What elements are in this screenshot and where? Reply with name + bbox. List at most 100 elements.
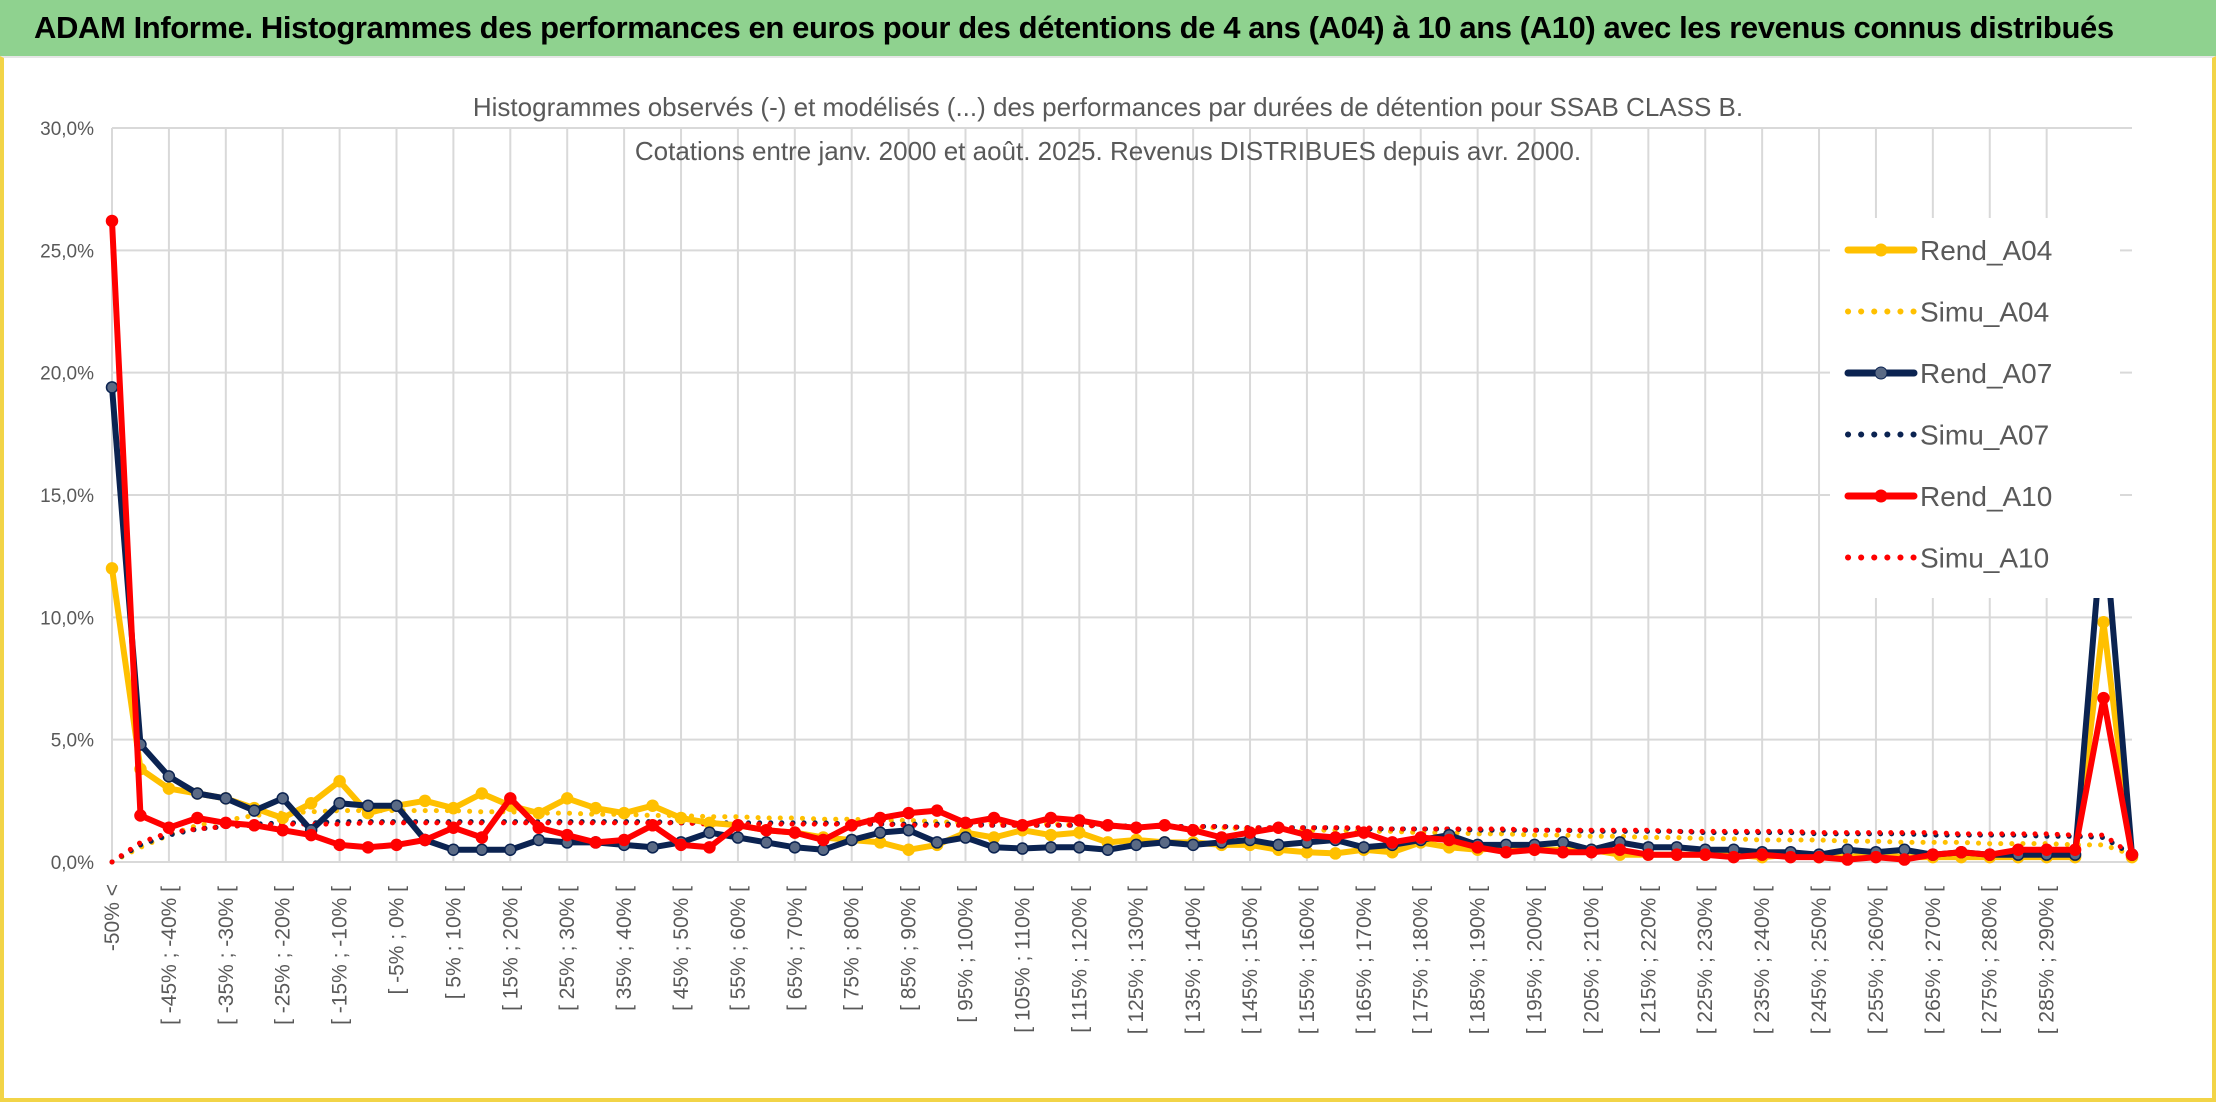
data-point-rend-a10 bbox=[1215, 831, 1228, 844]
x-tick-label: [ 225% ; 230% [ bbox=[1694, 886, 1717, 1034]
data-point-rend-a10 bbox=[2068, 843, 2082, 857]
data-point-rend-a10 bbox=[2011, 843, 2025, 857]
data-point-rend-a10 bbox=[902, 806, 915, 820]
data-point-rend-a10 bbox=[1812, 850, 1826, 864]
data-point-rend-a10 bbox=[191, 811, 204, 825]
data-point-rend-a10 bbox=[1727, 850, 1740, 864]
data-point-rend-a10 bbox=[1329, 831, 1342, 844]
x-tick-label: [ 105% ; 110% [ bbox=[1011, 886, 1034, 1033]
data-point-rend-a07 bbox=[1129, 838, 1143, 852]
data-point-rend-a10 bbox=[731, 819, 745, 832]
x-tick-label: [ 205% ; 210% [ bbox=[1580, 886, 1603, 1034]
data-point-rend-a07 bbox=[333, 797, 346, 810]
grid-lines bbox=[111, 127, 2132, 863]
legend-item-rend-a07: Rend_A07 bbox=[1844, 358, 2052, 389]
x-tick-label: [ 75% ; 80% [ bbox=[841, 886, 864, 1011]
data-point-rend-a07 bbox=[930, 836, 944, 849]
x-tick-label: [ -45% ; -40% [ bbox=[158, 886, 181, 1025]
y-tick-label: 25,0% bbox=[40, 241, 94, 262]
data-point-rend-a10 bbox=[930, 804, 944, 817]
data-point-rend-a07 bbox=[760, 836, 773, 849]
x-tick-label: [ 165% ; 170% [ bbox=[1353, 886, 1376, 1034]
legend-box bbox=[1830, 218, 2120, 598]
data-point-rend-a07 bbox=[1016, 842, 1029, 855]
data-point-rend-a10 bbox=[1300, 828, 1314, 842]
data-point-rend-a04 bbox=[2097, 615, 2110, 629]
data-point-rend-a10 bbox=[219, 816, 233, 830]
y-tick-label: 30,0% bbox=[40, 119, 94, 140]
data-point-rend-a10 bbox=[1642, 848, 1655, 861]
data-point-rend-a04 bbox=[1073, 826, 1086, 839]
x-tick-label: -50% < bbox=[101, 884, 124, 951]
x-tick-label: [ -35% ; -30% [ bbox=[215, 886, 238, 1025]
data-point-rend-a10 bbox=[987, 811, 1001, 825]
x-tick-label: [ 195% ; 200% [ bbox=[1524, 886, 1547, 1034]
legend-item-rend-a04: Rend_A04 bbox=[1844, 235, 2052, 266]
data-point-rend-a10 bbox=[1755, 848, 1769, 861]
data-point-rend-a04 bbox=[418, 794, 432, 808]
data-point-rend-a04 bbox=[475, 787, 489, 800]
data-point-rend-a07 bbox=[191, 787, 204, 800]
data-point-rend-a10 bbox=[248, 819, 261, 832]
x-tick-label: [ 285% ; 290% [ bbox=[2036, 886, 2059, 1034]
legend-item-simu-a04: Simu_A04 bbox=[1845, 297, 2049, 328]
data-point-rend-a04 bbox=[589, 801, 602, 815]
x-tick-label: [ 25% ; 30% [ bbox=[556, 886, 579, 1011]
x-tick-label: [ 55% ; 60% [ bbox=[727, 886, 750, 1011]
data-point-rend-a10 bbox=[2097, 691, 2110, 705]
data-point-rend-a10 bbox=[1158, 819, 1171, 832]
data-point-rend-a10 bbox=[646, 819, 659, 832]
x-tick-label: [ 215% ; 220% [ bbox=[1637, 886, 1660, 1034]
data-point-rend-a04 bbox=[276, 811, 289, 825]
data-point-rend-a04 bbox=[162, 782, 176, 795]
data-point-rend-a10 bbox=[390, 838, 403, 852]
series-line-rend-a04 bbox=[109, 565, 2135, 861]
data-point-rend-a10 bbox=[1101, 819, 1115, 832]
data-point-rend-a04 bbox=[333, 775, 346, 788]
legend-label: Rend_A07 bbox=[1920, 358, 2052, 389]
data-point-rend-a10 bbox=[788, 826, 802, 839]
data-point-rend-a10 bbox=[447, 821, 460, 834]
chart-subtitle: Cotations entre janv. 2000 et août. 2025… bbox=[635, 136, 1581, 166]
x-tick-label: [ 5% ; 10% [ bbox=[442, 886, 465, 999]
data-point-rend-a07 bbox=[105, 381, 119, 394]
series-line-simu-a10 bbox=[109, 820, 2135, 865]
legend-marker bbox=[1874, 243, 1888, 257]
data-point-rend-a07 bbox=[1186, 838, 1200, 852]
data-point-rend-a07 bbox=[788, 841, 802, 854]
data-point-rend-a10 bbox=[1670, 848, 1684, 861]
data-point-rend-a10 bbox=[1129, 821, 1143, 834]
data-point-rend-a10 bbox=[304, 828, 318, 842]
data-point-rend-a04 bbox=[1329, 847, 1342, 860]
data-point-rend-a07 bbox=[873, 826, 887, 839]
x-tick-label: [ 115% ; 120% [ bbox=[1068, 886, 1091, 1033]
x-tick-label: [ -5% ; 0% [ bbox=[386, 886, 409, 995]
data-point-rend-a10 bbox=[1016, 819, 1029, 832]
data-point-rend-a10 bbox=[333, 838, 346, 852]
data-point-rend-a07 bbox=[390, 799, 403, 812]
data-point-rend-a07 bbox=[475, 843, 489, 857]
data-point-rend-a07 bbox=[248, 804, 261, 817]
data-point-rend-a10 bbox=[1784, 850, 1797, 864]
x-tick-label: [ 85% ; 90% [ bbox=[898, 886, 921, 1011]
data-point-rend-a07 bbox=[987, 841, 1001, 854]
y-tick-label: 10,0% bbox=[40, 608, 94, 629]
data-point-rend-a10 bbox=[817, 833, 830, 847]
data-point-rend-a10 bbox=[475, 831, 489, 844]
data-point-rend-a04 bbox=[105, 562, 119, 575]
x-tick-label: [ 245% ; 250% [ bbox=[1808, 886, 1831, 1034]
data-point-rend-a07 bbox=[959, 831, 972, 844]
data-point-rend-a10 bbox=[532, 821, 546, 834]
legend-item-simu-a07: Simu_A07 bbox=[1845, 420, 2049, 451]
x-tick-label: [ 185% ; 190% [ bbox=[1467, 886, 1490, 1034]
data-point-rend-a07 bbox=[532, 833, 546, 847]
x-tick-label: [ 265% ; 270% [ bbox=[1922, 886, 1945, 1034]
data-point-rend-a07 bbox=[845, 833, 858, 847]
x-tick-label: [ 255% ; 260% [ bbox=[1865, 886, 1888, 1034]
data-point-rend-a04 bbox=[304, 797, 318, 810]
data-point-rend-a10 bbox=[845, 819, 858, 832]
data-point-rend-a10 bbox=[1044, 811, 1058, 825]
data-point-rend-a10 bbox=[1414, 831, 1427, 844]
data-point-rend-a04 bbox=[532, 806, 546, 820]
x-tick-label: [ 145% ; 150% [ bbox=[1239, 886, 1262, 1034]
